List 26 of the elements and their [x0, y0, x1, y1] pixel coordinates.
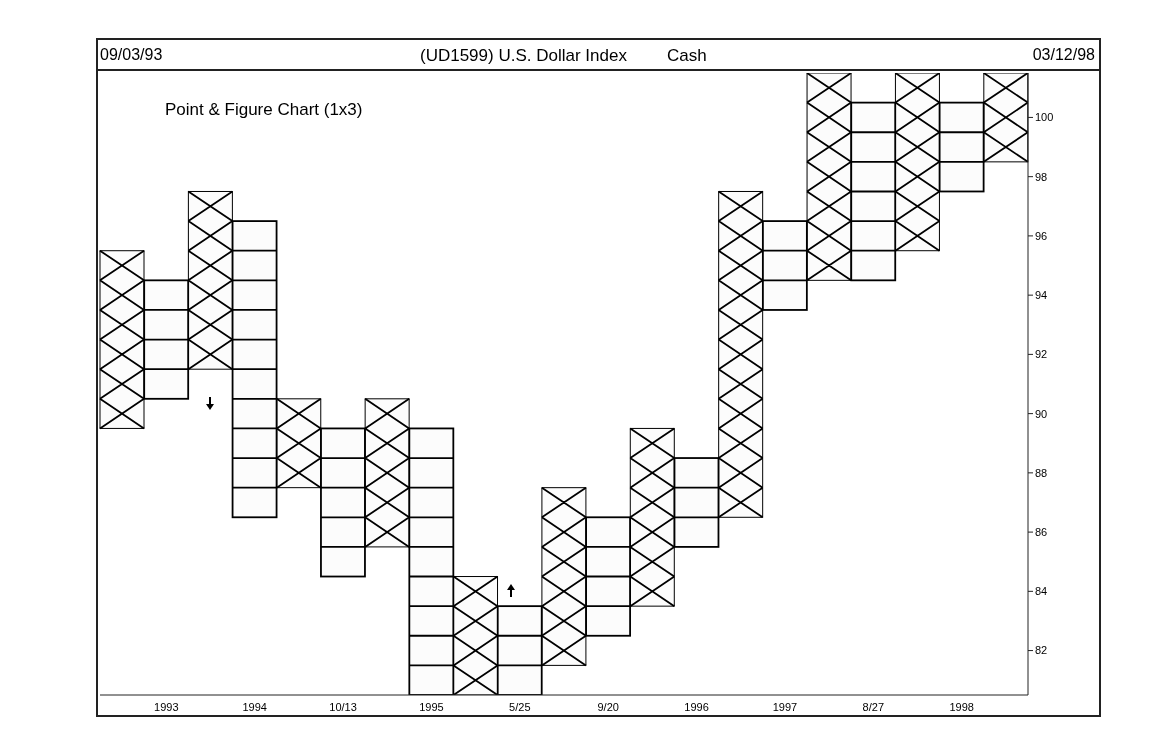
x-tick-label: 1993 — [154, 700, 179, 713]
y-tick-label: 92 — [1035, 348, 1048, 361]
x-tick-label: 1997 — [772, 700, 798, 713]
text: 09/03/93 — [100, 46, 163, 64]
x-tick-label: 1998 — [949, 700, 974, 713]
chart-subtitle: Cash — [666, 46, 707, 65]
x-tick-label: 1996 — [684, 700, 709, 713]
y-tick-label: 84 — [1035, 585, 1048, 598]
bar — [408, 427, 455, 695]
y-tick-label: 96 — [1035, 229, 1048, 242]
x-tick-label: 1994 — [242, 700, 267, 713]
annotation: Point & Figure Chart (1x3) — [165, 100, 363, 120]
x-tick-label: 8/27 — [862, 700, 885, 713]
y-tick-label: 98 — [1035, 170, 1048, 183]
x-tick-label: 9/20 — [597, 700, 619, 713]
chart-title: (UD1599) U.S. Dollar Index — [420, 46, 627, 65]
text: 03/12/98 — [1032, 46, 1095, 64]
y-tick-label: 82 — [1035, 644, 1048, 657]
y-tick-label: 100 — [1035, 111, 1054, 124]
y-tick-label: 86 — [1035, 526, 1048, 538]
y-tick-label: 88 — [1035, 466, 1048, 479]
x-tick-label: 10/13 — [329, 700, 357, 713]
x-tick-label: 1995 — [419, 700, 444, 713]
y-tick-label: 90 — [1035, 407, 1048, 420]
y-tick-label: 94 — [1035, 289, 1048, 302]
x-tick-label: 5/25 — [509, 700, 531, 713]
